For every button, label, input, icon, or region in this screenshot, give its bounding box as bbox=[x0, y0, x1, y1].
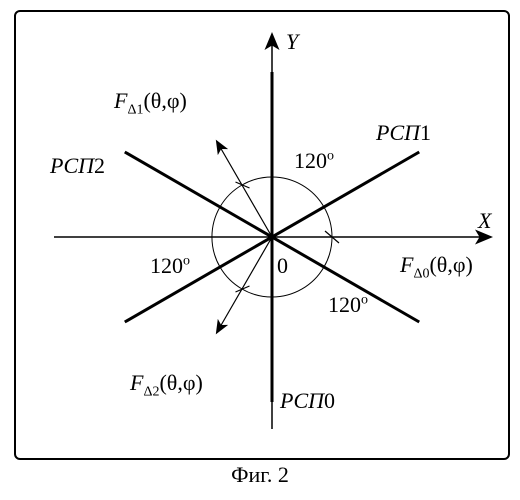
angle-120-c: 120o bbox=[328, 292, 368, 318]
rsp0-label: РСП0 bbox=[280, 388, 335, 414]
y-axis-label: Y bbox=[286, 29, 298, 55]
angle-120-a: 120o bbox=[294, 148, 334, 174]
f1-label: FΔ1(θ,φ) bbox=[114, 88, 187, 118]
f2-label: FΔ2(θ,φ) bbox=[130, 370, 203, 400]
angle-120-b: 120o bbox=[150, 253, 190, 279]
origin-label: 0 bbox=[277, 253, 288, 279]
f0-label: FΔ0(θ,φ) bbox=[400, 252, 473, 282]
x-axis-label: X bbox=[478, 208, 491, 234]
diagram-svg bbox=[14, 10, 506, 456]
figure-caption: Фиг. 2 bbox=[0, 462, 520, 488]
rsp2-label: РСП2 bbox=[50, 153, 105, 179]
rsp1-label: РСП1 bbox=[376, 120, 431, 146]
